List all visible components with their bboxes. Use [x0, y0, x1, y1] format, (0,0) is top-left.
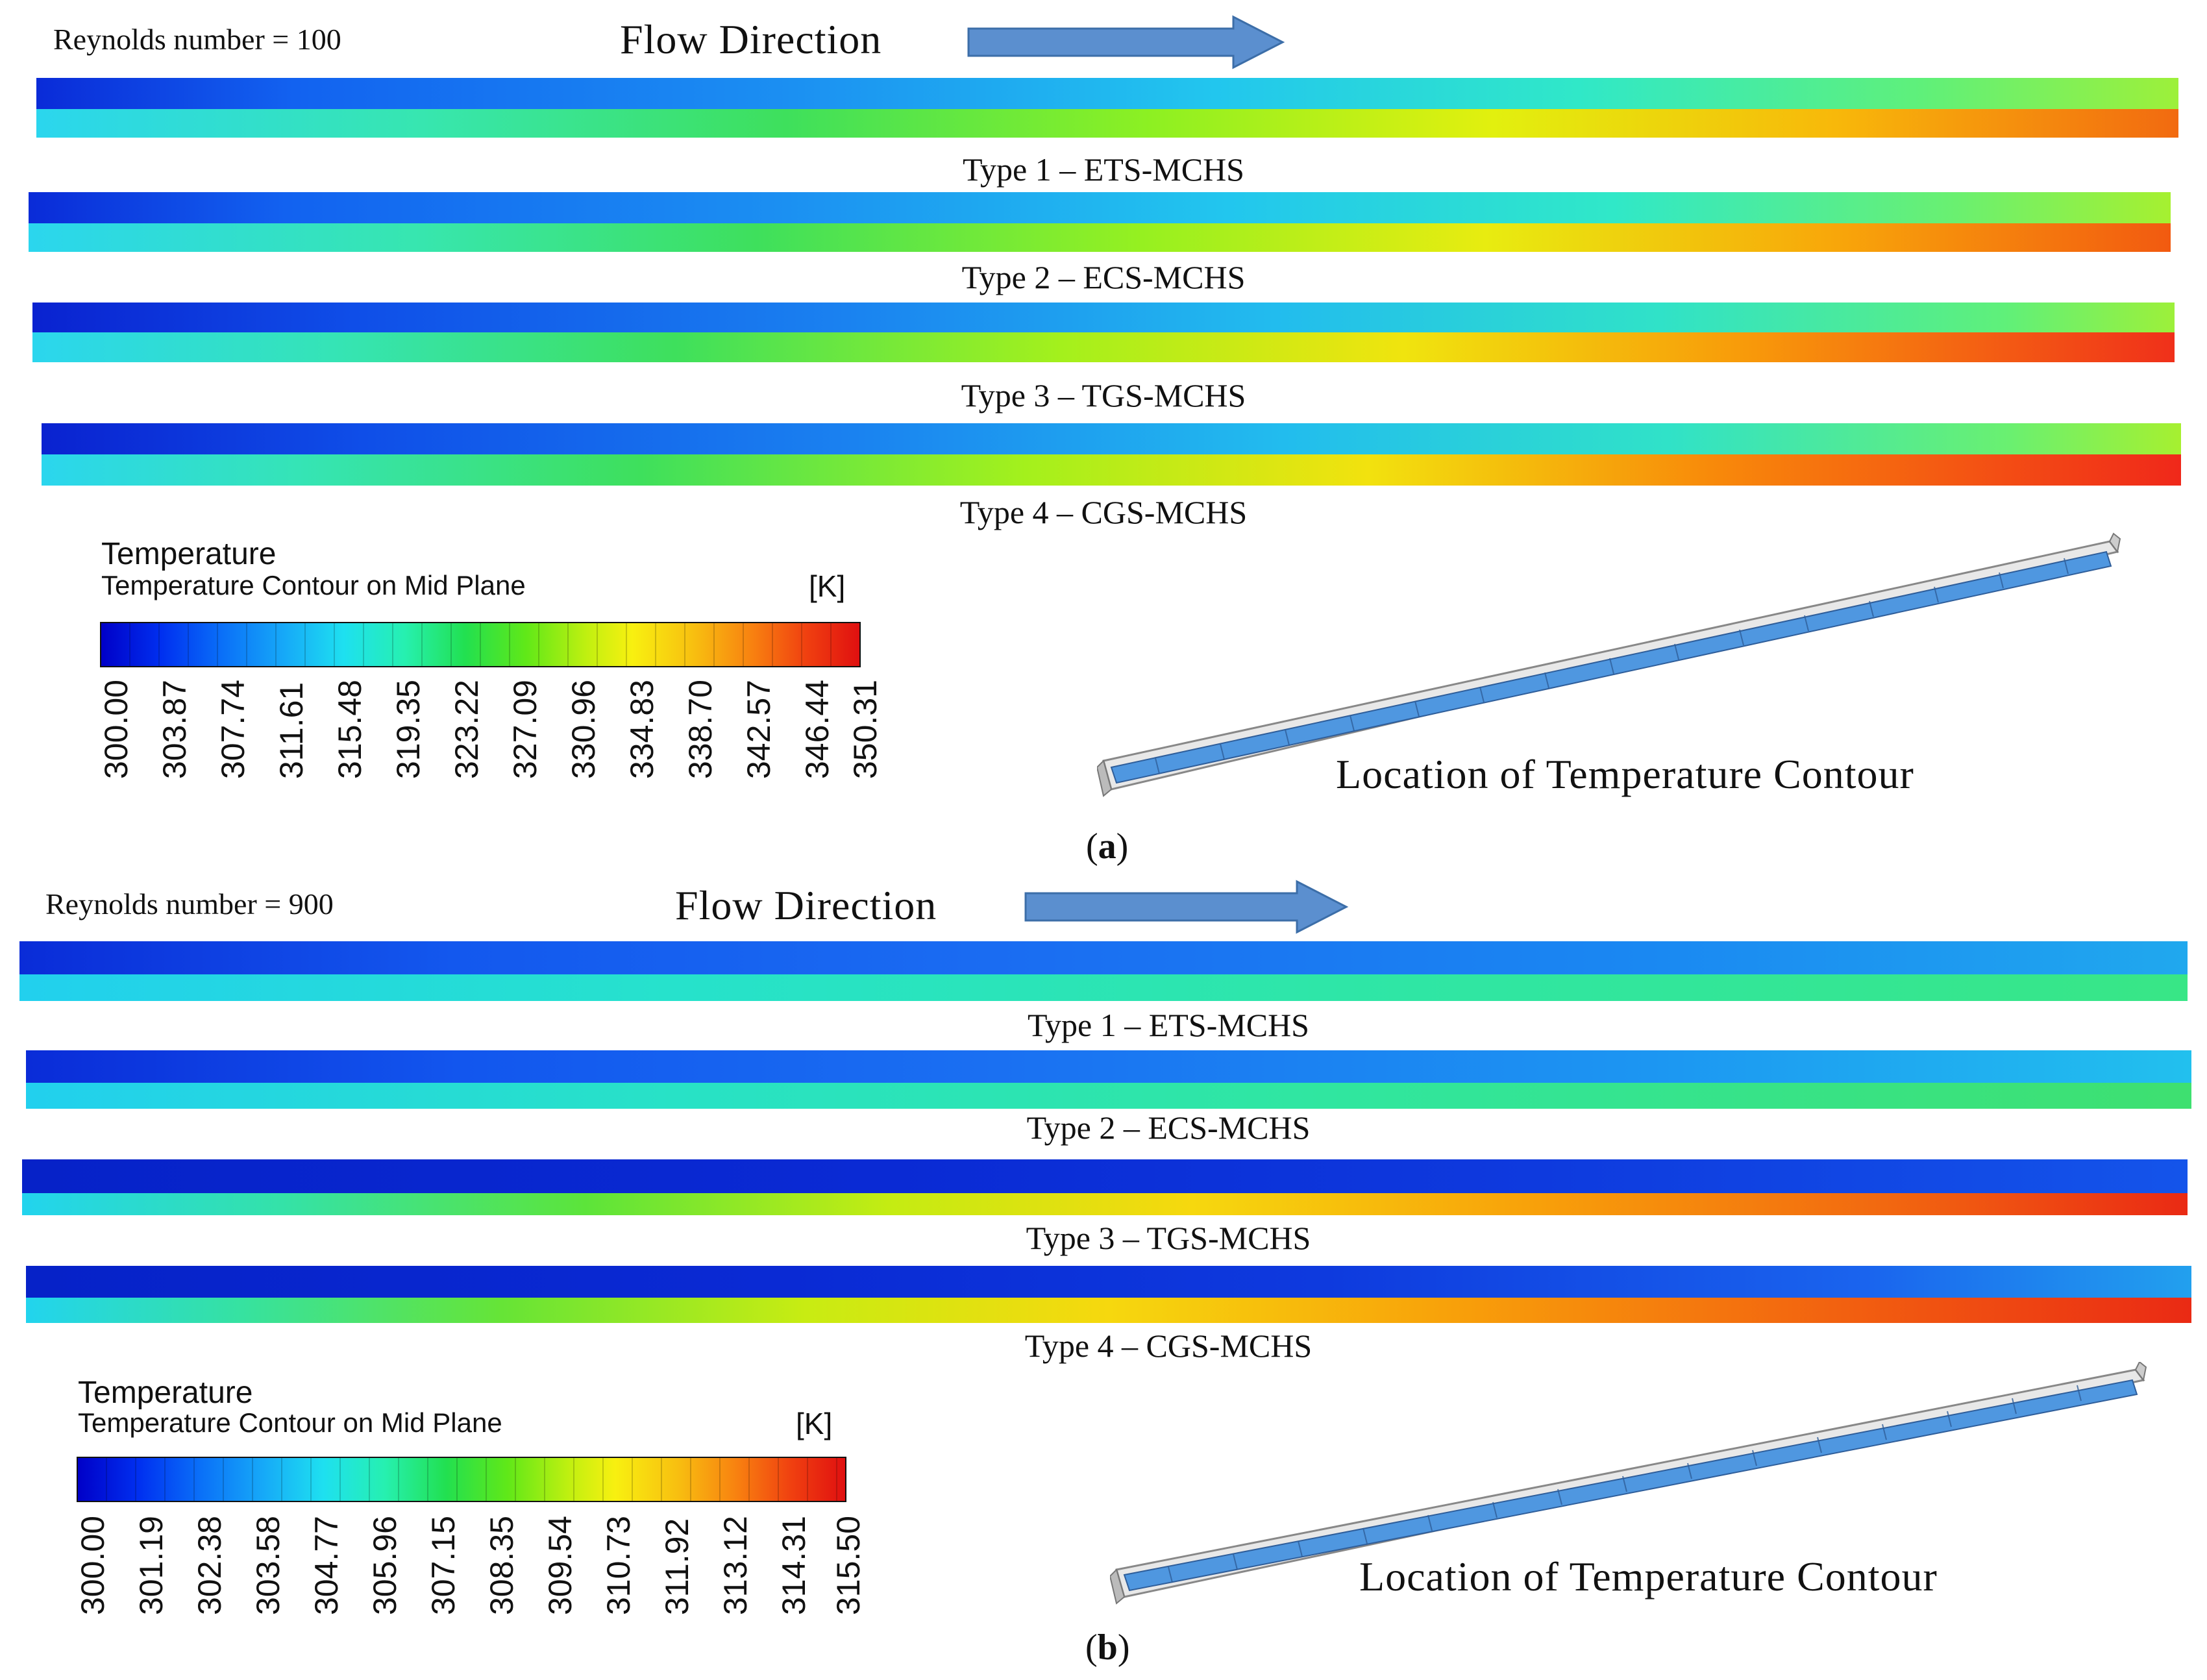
flow-direction-label-b: Flow Direction	[675, 882, 937, 928]
tick-label: 301.19	[133, 1516, 169, 1615]
channel-3d-location-b-icon	[1110, 1362, 2147, 1605]
channel-caption-b-3: Type 3 – TGS-MCHS	[1026, 1220, 1311, 1256]
location-label-a: Location of Temperature Contour	[1336, 751, 1914, 797]
legend-unit-a: [K]	[809, 569, 846, 603]
tick-label: 309.54	[542, 1516, 578, 1615]
contour-strip-a-1	[36, 78, 2178, 138]
tick-label: 342.57	[741, 680, 777, 779]
tick-label: 300.00	[98, 680, 134, 779]
tick-label: 311.61	[273, 682, 310, 779]
channel-caption-b-1: Type 1 – ETS-MCHS	[1027, 1007, 1309, 1043]
tick-label: 307.74	[215, 680, 251, 779]
tick-label: 315.50	[830, 1516, 867, 1615]
tick-label: 350.31	[847, 680, 883, 779]
contour-strip-b-2	[26, 1050, 2191, 1109]
contour-strip-b-1	[19, 941, 2188, 1001]
channel-3d-location-a-icon	[1097, 532, 2121, 797]
tick-label: 313.12	[717, 1516, 754, 1615]
colorbar-ticks-b: 300.00 301.19 302.38 303.58 304.77 305.9…	[75, 1505, 867, 1622]
contour-strip-a-4	[42, 423, 2181, 486]
contour-strip-a-2	[29, 192, 2171, 252]
tick-label: 323.22	[449, 680, 485, 779]
reynolds-label-b: Reynolds number = 900	[45, 887, 334, 920]
tick-label: 334.83	[624, 680, 660, 779]
tick-label: 315.48	[332, 680, 368, 779]
flow-arrow-b-icon	[1024, 880, 1349, 934]
tick-label: 310.73	[600, 1516, 637, 1615]
legend-subtitle-a: Temperature Contour on Mid Plane	[101, 570, 526, 600]
channel-caption-a-4: Type 4 – CGS-MCHS	[959, 494, 1248, 530]
colorbar-a	[100, 622, 861, 667]
tick-label: 307.15	[425, 1516, 462, 1615]
tick-label: 305.96	[367, 1516, 403, 1615]
tick-label: 338.70	[682, 680, 719, 779]
contour-strip-b-3	[22, 1159, 2188, 1215]
tick-label: 327.09	[507, 680, 543, 779]
tick-label: 308.35	[484, 1516, 520, 1615]
channel-caption-b-2: Type 2 – ECS-MCHS	[1026, 1109, 1311, 1146]
flow-arrow-a-icon	[967, 15, 1285, 69]
tick-label: 346.44	[799, 680, 835, 779]
tick-label: 304.77	[308, 1516, 345, 1615]
legend-unit-b: [K]	[796, 1407, 833, 1440]
panel-label-a: (a)	[1086, 826, 1129, 867]
legend-subtitle-b: Temperature Contour on Mid Plane	[78, 1407, 502, 1438]
channel-caption-a-3: Type 3 – TGS-MCHS	[961, 377, 1246, 414]
channel-caption-a-2: Type 2 – ECS-MCHS	[961, 259, 1246, 295]
tick-label: 314.31	[776, 1516, 812, 1615]
contour-strip-b-4	[26, 1266, 2191, 1323]
channel-caption-b-4: Type 4 – CGS-MCHS	[1024, 1328, 1313, 1364]
tick-label: 303.87	[156, 680, 193, 779]
channel-caption-a-1: Type 1 – ETS-MCHS	[962, 151, 1244, 188]
tick-label: 302.38	[191, 1516, 228, 1615]
tick-label: 319.35	[390, 680, 426, 779]
panel-label-b: (b)	[1085, 1627, 1130, 1668]
colorbar-b	[77, 1457, 846, 1502]
tick-label: 311.92	[659, 1518, 695, 1615]
legend-title-a: Temperature	[101, 537, 277, 571]
colorbar-ticks-a: 300.00 303.87 307.74 311.61 315.48 319.3…	[98, 669, 883, 785]
legend-title-b: Temperature	[78, 1376, 253, 1410]
tick-label: 303.58	[250, 1516, 286, 1615]
tick-label: 330.96	[565, 680, 602, 779]
reynolds-label-a: Reynolds number = 100	[53, 23, 341, 56]
contour-strip-a-3	[32, 303, 2175, 362]
tick-label: 300.00	[75, 1516, 111, 1615]
location-label-b: Location of Temperature Contour	[1359, 1553, 1938, 1600]
flow-direction-label-a: Flow Direction	[620, 16, 882, 62]
